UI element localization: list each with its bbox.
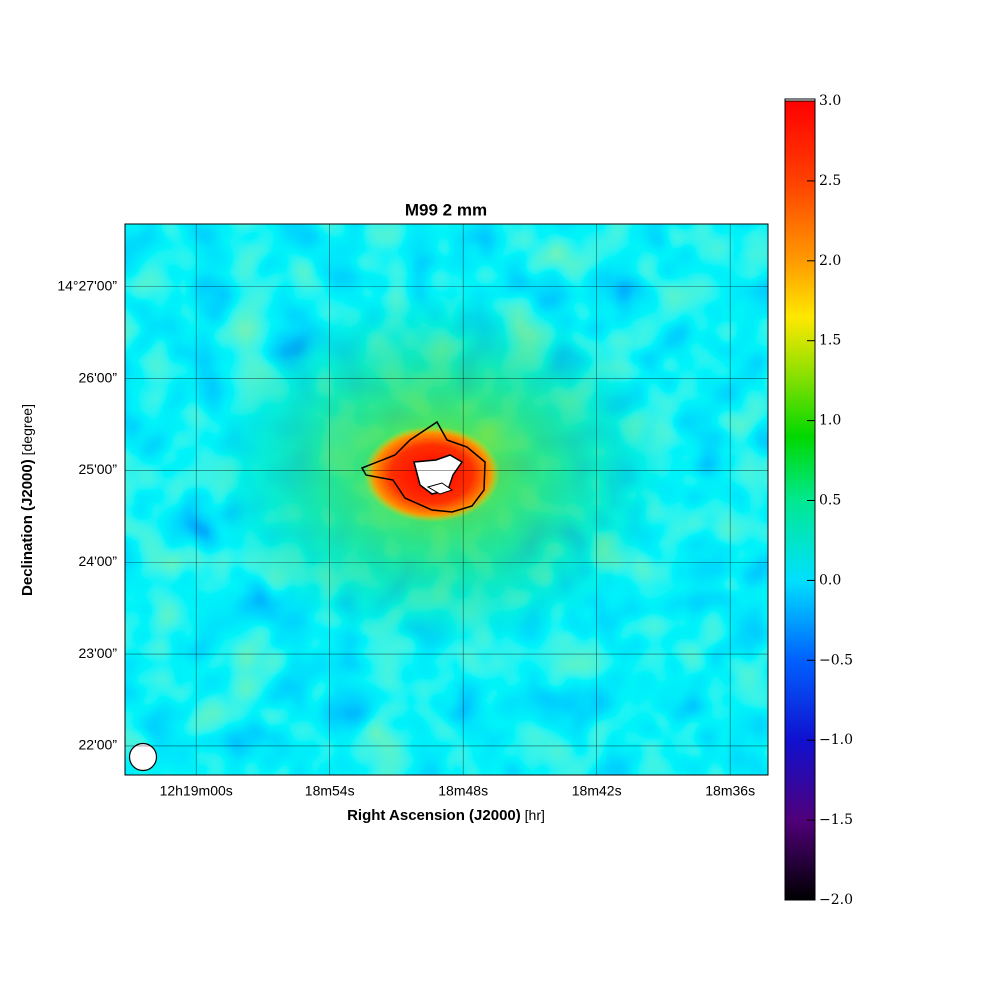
peak-contour — [426, 482, 454, 495]
y-tick-label: 22'00” — [79, 737, 118, 753]
colorbar-tick-label: 0.0 — [819, 572, 841, 588]
colorbar-tick-label: 0.5 — [819, 493, 841, 509]
colorbar-tick-label: −0.5 — [819, 652, 853, 668]
y-tick-label: 26'00” — [79, 369, 118, 385]
x-label-text: Right Ascension (J2000) — [347, 807, 521, 824]
colorbar-tick-label: 2.5 — [819, 173, 841, 189]
y-label-unit: [degree] — [19, 404, 35, 455]
plot-frame — [124, 223, 769, 776]
x-tick-label: 18m36s — [705, 783, 755, 799]
x-tick-label: 18m54s — [305, 783, 355, 799]
y-tick-label: 14°27'00” — [57, 277, 117, 293]
colorbar-tick-label: 1.0 — [819, 413, 841, 429]
y-tick-label: 24'00” — [79, 553, 118, 569]
sky-image — [125, 224, 768, 775]
x-tick-label: 18m42s — [572, 783, 622, 799]
colorbar-tick-label: 1.5 — [819, 333, 841, 349]
colorbar-tick-label: −1.5 — [819, 812, 853, 828]
grid — [125, 224, 768, 775]
y-axis-label: Declination (J2000) [degree] — [19, 404, 36, 596]
y-label-text: Declination (J2000) — [19, 459, 36, 596]
colorbar-tick-label: −1.0 — [819, 732, 853, 748]
y-tick-label: 25'00” — [79, 461, 118, 477]
x-axis-label: Right Ascension (J2000) [hr] — [347, 807, 545, 824]
colorbar-tick-label: 3.0 — [819, 93, 841, 109]
colorbar-tick-label: −2.0 — [819, 892, 853, 908]
colorbar-tick-label: 2.0 — [819, 253, 841, 269]
x-label-unit: [hr] — [525, 807, 545, 823]
colorbar: −2.0 −1.5 −1.0 −0.5 0.0 0.5 1.0 1.5 2.0 2.5 3.0 — [784, 93, 853, 908]
beam — [128, 742, 158, 772]
y-tick-label: 23'00” — [79, 645, 118, 661]
x-tick-label: 18m48s — [438, 783, 488, 799]
x-tick-label: 12h19m00s — [160, 783, 233, 799]
chart-title: M99 2 mm — [405, 200, 487, 219]
peak-contour — [413, 454, 464, 495]
contour — [360, 420, 486, 513]
